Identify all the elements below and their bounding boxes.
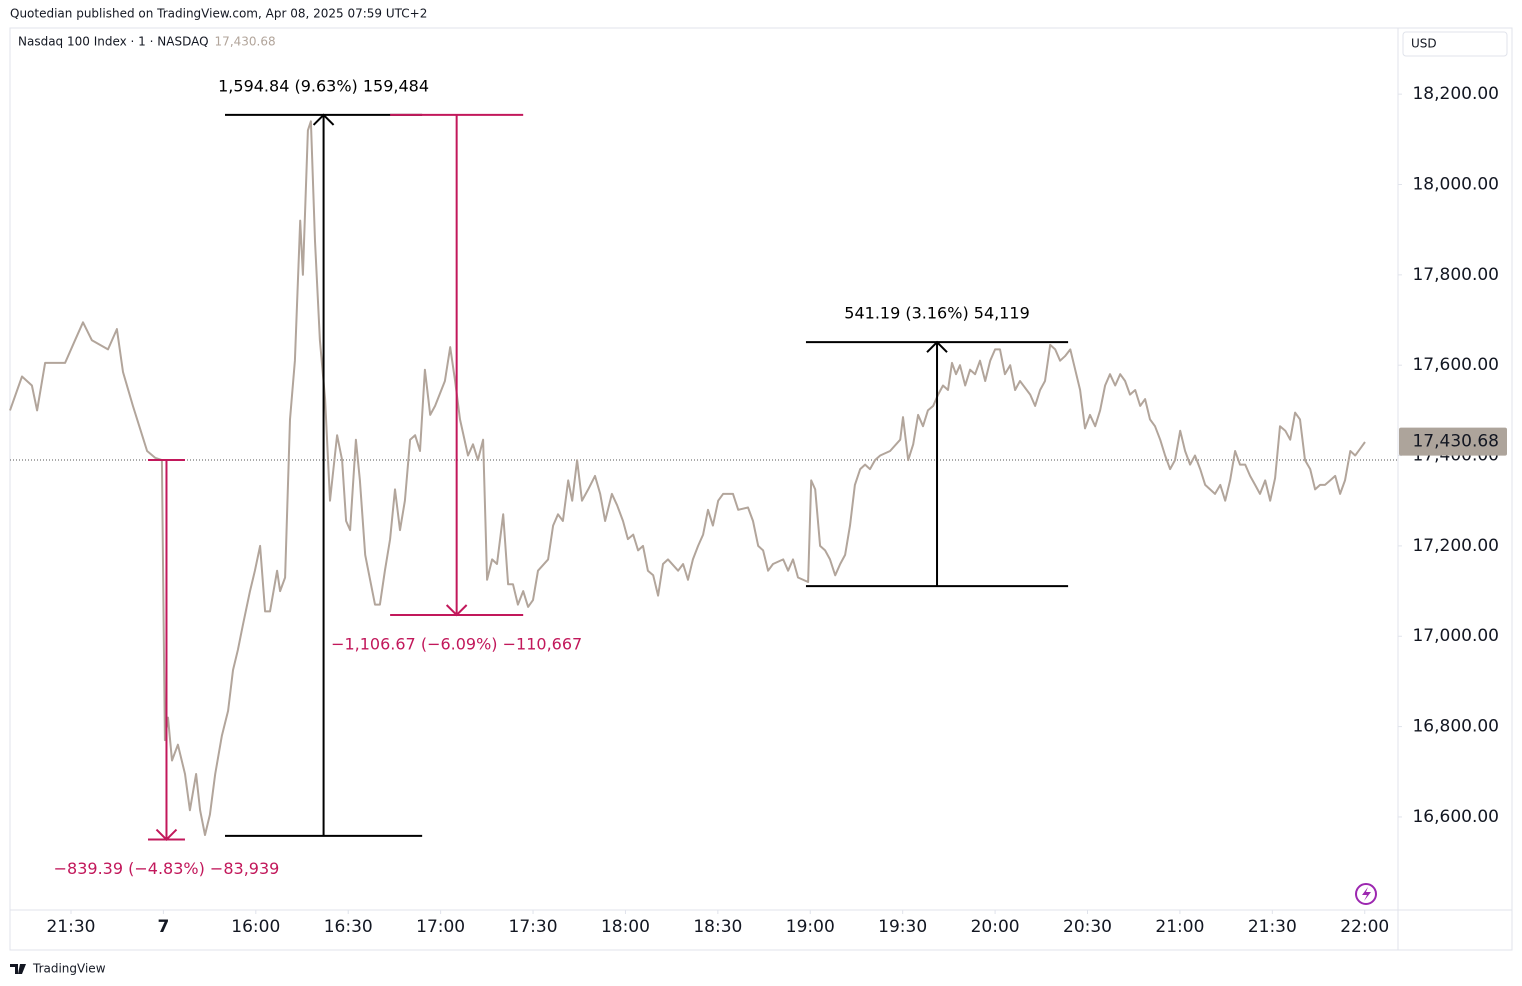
measure-label: −1,106.67 (−6.09%) −110,667: [331, 635, 582, 654]
y-tick-label: 17,200.00: [1412, 536, 1499, 556]
x-tick-label: 17:00: [416, 917, 465, 937]
x-tick-label: 19:30: [878, 917, 927, 937]
measure-label: 1,594.84 (9.63%) 159,484: [218, 76, 429, 95]
symbol-name: Nasdaq 100 Index · 1 · NASDAQ: [18, 35, 209, 49]
measure-arrow: [445, 604, 468, 617]
lightning-icon[interactable]: [1355, 883, 1377, 905]
header-price: 17,430.68: [215, 35, 276, 49]
publish-note: Quotedian published on TradingView.com, …: [10, 7, 427, 21]
measure-arrow: [155, 828, 178, 841]
x-tick-label: 19:00: [786, 917, 835, 937]
chart-frame: [9, 27, 1513, 951]
measure-arrow: [312, 113, 335, 126]
y-tick-label: 17,600.00: [1412, 355, 1499, 375]
x-tick-label: 17:30: [509, 917, 558, 937]
y-tick-label: 18,000.00: [1412, 174, 1499, 194]
measure-arrow: [926, 340, 948, 353]
price-line: [9, 120, 1366, 836]
last-price-label: 17,430.68: [1412, 432, 1499, 452]
y-tick-label: 16,800.00: [1412, 717, 1499, 737]
lightning-bolt: [1362, 887, 1371, 901]
y-tick-label: 16,600.00: [1412, 807, 1499, 827]
footer-brand: TradingView: [32, 962, 106, 976]
last-price-box: [1399, 427, 1507, 456]
currency-box[interactable]: [1402, 31, 1508, 57]
x-tick-label: 18:30: [693, 917, 742, 937]
measure-label: 541.19 (3.16%) 54,119: [844, 304, 1029, 323]
measure-label: −839.39 (−4.83%) −83,939: [54, 859, 280, 878]
x-tick-label: 21:30: [46, 917, 95, 937]
y-tick-label: 18,200.00: [1412, 84, 1499, 104]
x-tick-label: 21:30: [1248, 917, 1297, 937]
x-tick-label: 7: [157, 917, 169, 937]
x-tick-label: 20:30: [1063, 917, 1112, 937]
x-tick-label: 20:00: [971, 917, 1020, 937]
tv-logo: [10, 964, 26, 974]
x-tick-label: 18:00: [601, 917, 650, 937]
x-tick-label: 21:00: [1155, 917, 1204, 937]
x-tick-label: 16:00: [231, 917, 280, 937]
y-tick-label: 17,800.00: [1412, 265, 1499, 285]
x-tick-label: 22:00: [1340, 917, 1389, 937]
currency: USD: [1411, 37, 1437, 51]
y-tick-label: 17,000.00: [1412, 626, 1499, 646]
x-tick-label: 16:30: [324, 917, 373, 937]
